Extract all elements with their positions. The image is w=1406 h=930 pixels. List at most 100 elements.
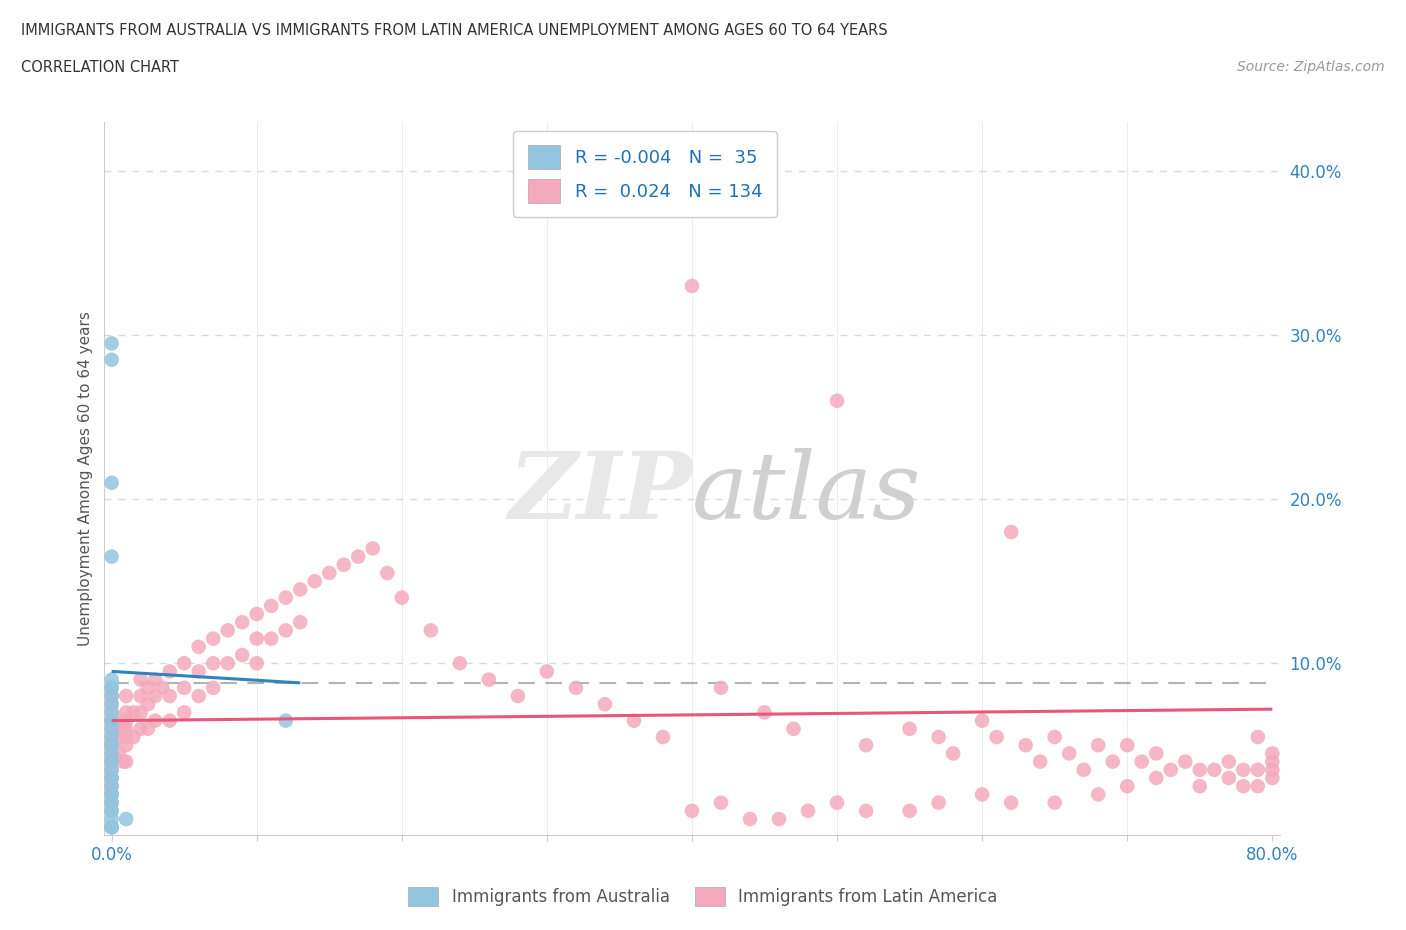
Text: atlas: atlas [692,448,921,538]
Point [1247,763,1270,777]
Point [173,705,195,720]
Point [1130,754,1153,769]
Point [986,729,1008,744]
Point [100,763,122,777]
Point [768,812,790,827]
Point [100,819,122,834]
Point [1232,778,1254,793]
Point [100,819,122,834]
Text: CORRELATION CHART: CORRELATION CHART [21,60,179,75]
Point [100,746,122,761]
Point [115,737,138,752]
Point [100,705,122,720]
Point [1188,778,1211,793]
Legend: R = -0.004   N =  35, R =  0.024   N = 134: R = -0.004 N = 35, R = 0.024 N = 134 [513,131,776,217]
Point [231,647,253,662]
Point [260,631,283,646]
Point [1014,737,1036,752]
Point [391,591,413,605]
Point [246,631,269,646]
Point [898,722,921,737]
Point [1204,763,1226,777]
Point [100,754,122,769]
Point [100,549,122,564]
Point [100,336,122,351]
Point [100,713,122,728]
Point [100,754,122,769]
Point [115,713,138,728]
Point [449,656,471,671]
Point [246,656,269,671]
Point [100,697,122,711]
Point [710,795,733,810]
Point [100,754,122,769]
Text: Source: ZipAtlas.com: Source: ZipAtlas.com [1237,60,1385,74]
Point [825,795,848,810]
Point [100,737,122,752]
Point [115,729,138,744]
Point [100,681,122,696]
Point [122,729,145,744]
Point [1261,746,1284,761]
Point [100,737,122,752]
Point [623,713,645,728]
Point [217,656,239,671]
Point [1043,729,1066,744]
Point [159,713,181,728]
Point [115,688,138,703]
Point [928,795,950,810]
Point [159,688,181,703]
Point [112,754,135,769]
Point [855,737,877,752]
Point [1101,754,1123,769]
Point [290,582,312,597]
Point [152,681,174,696]
Point [347,549,370,564]
Point [100,812,122,827]
Point [100,795,122,810]
Point [100,722,122,737]
Point [738,812,761,827]
Point [260,598,283,613]
Point [115,812,138,827]
Point [681,804,703,818]
Point [1057,746,1080,761]
Point [274,623,297,638]
Point [375,565,398,580]
Point [825,393,848,408]
Point [115,754,138,769]
Point [1160,763,1182,777]
Point [136,722,159,737]
Point [100,771,122,786]
Point [100,746,122,761]
Y-axis label: Unemployment Among Ages 60 to 64 years: Unemployment Among Ages 60 to 64 years [79,312,93,646]
Point [100,688,122,703]
Point [100,722,122,737]
Point [129,688,152,703]
Point [304,574,326,589]
Point [710,681,733,696]
Point [1000,795,1022,810]
Point [129,705,152,720]
Point [246,606,269,621]
Point [754,705,776,720]
Point [129,722,152,737]
Point [1261,763,1284,777]
Point [159,664,181,679]
Point [419,623,441,638]
Point [1247,729,1270,744]
Point [100,787,122,802]
Point [1029,754,1052,769]
Text: IMMIGRANTS FROM AUSTRALIA VS IMMIGRANTS FROM LATIN AMERICA UNEMPLOYMENT AMONG AG: IMMIGRANTS FROM AUSTRALIA VS IMMIGRANTS … [21,23,887,38]
Point [972,787,994,802]
Point [333,557,356,572]
Point [100,763,122,777]
Point [100,804,122,818]
Point [129,672,152,687]
Point [136,697,159,711]
Point [100,475,122,490]
Point [100,697,122,711]
Point [100,771,122,786]
Point [972,713,994,728]
Point [1247,778,1270,793]
